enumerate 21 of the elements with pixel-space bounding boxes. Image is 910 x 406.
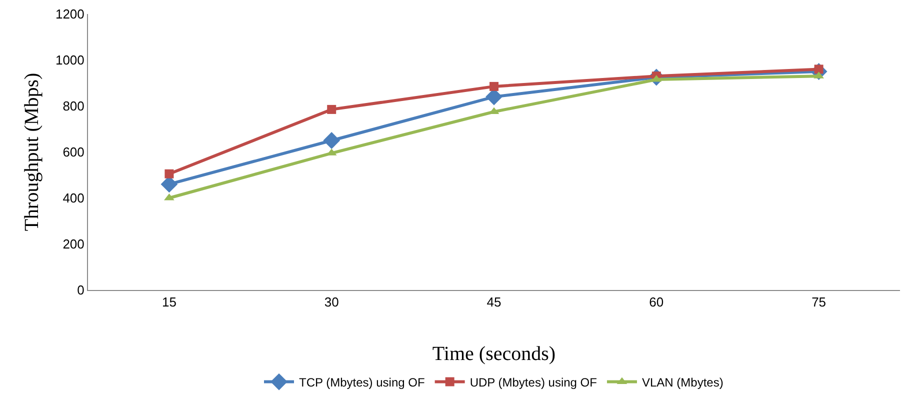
y-tick-label: 400 bbox=[62, 190, 84, 206]
x-tick-label: 45 bbox=[486, 294, 502, 310]
y-tick-label: 1000 bbox=[55, 52, 84, 68]
y-tick-label: 800 bbox=[62, 98, 84, 114]
point bbox=[327, 104, 336, 114]
point bbox=[164, 169, 174, 178]
y-tick-label: 600 bbox=[62, 144, 84, 160]
x-tick-label: 60 bbox=[649, 294, 664, 310]
point bbox=[490, 82, 498, 91]
x-tick-label: 30 bbox=[324, 294, 339, 310]
x-axis-title: Time (seconds) bbox=[432, 343, 556, 365]
y-tick-label: 1200 bbox=[55, 6, 84, 22]
legend-label: TCP (Mbytes) using OF bbox=[299, 375, 425, 390]
x-tick-label: 15 bbox=[162, 294, 176, 310]
x-tick-label: 75 bbox=[812, 294, 826, 310]
y-axis-title: Throughput (Mbps) bbox=[21, 72, 43, 232]
legend-label: UDP (Mbytes) using OF bbox=[470, 375, 597, 390]
point bbox=[323, 132, 340, 149]
legend-label: VLAN (Mbytes) bbox=[642, 375, 724, 390]
y-tick-label: 200 bbox=[62, 236, 84, 252]
y-tick-label: 0 bbox=[77, 282, 84, 298]
